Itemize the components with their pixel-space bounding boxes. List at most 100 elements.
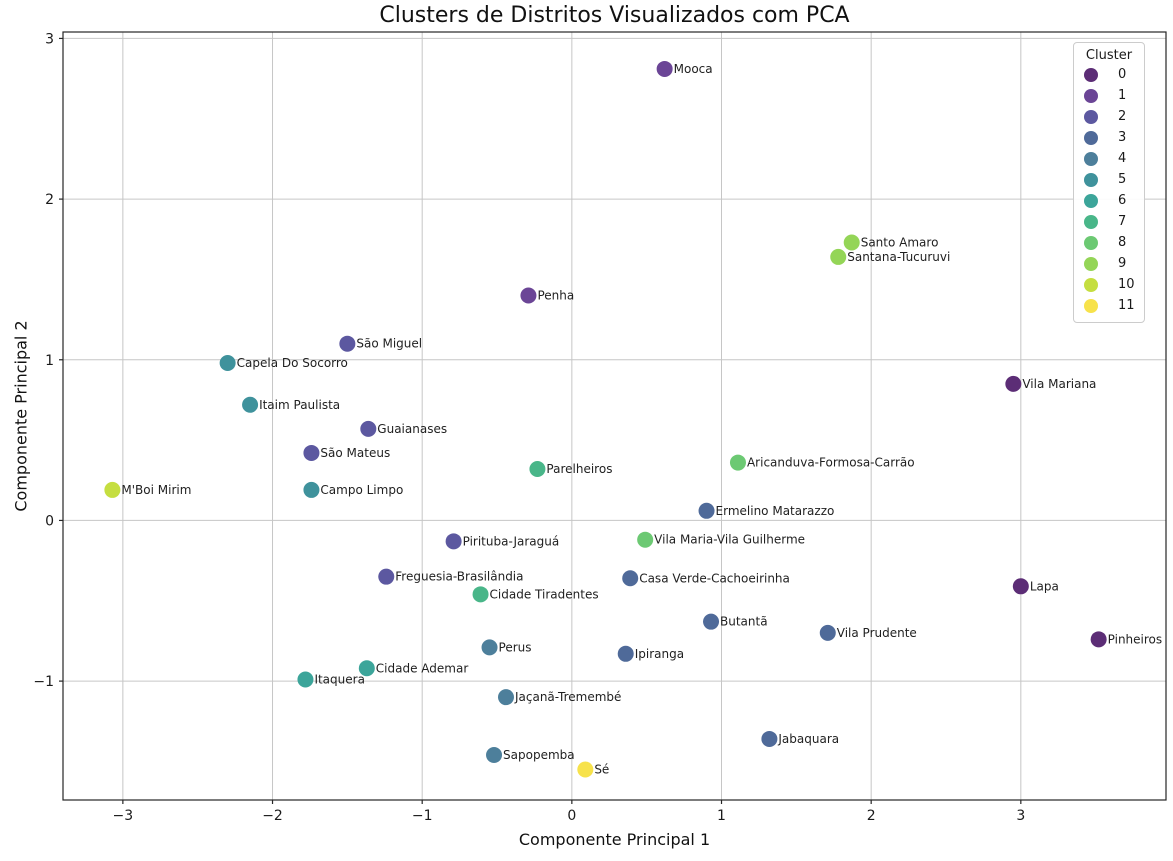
point-label: Santana-Tucuruvi	[847, 250, 950, 264]
point-label: Vila Mariana	[1022, 377, 1096, 391]
legend-row: 3	[1074, 127, 1144, 148]
legend-rows: 0 1 2 3 4 5 6 7 8 9 10 11	[1074, 64, 1144, 316]
legend-row: 1	[1074, 85, 1144, 106]
scatter-point	[1012, 578, 1029, 595]
scatter-point	[303, 444, 320, 461]
point-label: Guaianases	[377, 422, 447, 436]
legend-row: 10	[1074, 274, 1144, 295]
point-label: Santo Amaro	[861, 235, 939, 249]
scatter-point	[303, 481, 320, 498]
scatter-point	[481, 639, 498, 656]
point-label: Sé	[594, 762, 609, 776]
x-axis-label: Componente Principal 1	[518, 830, 711, 849]
point-label: Pirituba-Jaraguá	[463, 534, 560, 548]
legend-label: 2	[1118, 109, 1127, 124]
legend-swatch-icon	[1084, 193, 1098, 208]
scatter-point	[830, 248, 847, 265]
scatter-point	[729, 454, 746, 471]
y-tick-label: 2	[45, 192, 54, 208]
legend-label: 0	[1118, 67, 1127, 82]
y-tick-label: −1	[33, 674, 54, 690]
point-label: São Miguel	[356, 337, 422, 351]
scatter-point	[577, 761, 594, 778]
legend-row: 0	[1074, 64, 1144, 85]
point-label: M'Boi Mirim	[121, 483, 191, 497]
legend-swatch-icon	[1084, 214, 1098, 229]
point-label: Itaim Paulista	[259, 398, 340, 412]
scatter-point	[698, 502, 715, 519]
y-axis-label: Componente Principal 2	[11, 320, 31, 512]
point-label: Aricanduva-Formosa-Carrão	[747, 456, 915, 470]
legend-swatch-icon	[1084, 235, 1098, 250]
point-label: Vila Maria-Vila Guilherme	[654, 533, 805, 547]
legend-label: 9	[1118, 256, 1127, 271]
scatter-point	[843, 234, 860, 251]
legend-row: 5	[1074, 169, 1144, 190]
scatter-point	[360, 420, 377, 437]
scatter-point	[339, 335, 356, 352]
point-label: Perus	[499, 640, 532, 654]
legend-swatch-icon	[1084, 298, 1098, 313]
legend-row: 11	[1074, 295, 1144, 316]
x-tick-label: −1	[412, 808, 433, 824]
legend-swatch-icon	[1084, 109, 1098, 124]
legend-row: 4	[1074, 148, 1144, 169]
legend-label: 6	[1118, 193, 1127, 208]
scatter-point	[520, 287, 537, 304]
scatter-point	[297, 671, 314, 688]
scatter-point	[486, 747, 503, 764]
legend-swatch-icon	[1084, 88, 1098, 103]
legend-row: 2	[1074, 106, 1144, 127]
legend-swatch-icon	[1084, 256, 1098, 271]
scatter-point	[622, 570, 639, 587]
scatter-point	[472, 586, 489, 603]
chart-title: Clusters de Distritos Visualizados com P…	[379, 3, 850, 28]
point-label: Jabaquara	[777, 732, 839, 746]
point-label: Parelheiros	[546, 462, 612, 476]
scatter-point	[819, 624, 836, 641]
point-label: Capela Do Socorro	[237, 356, 348, 370]
x-tick-label: 0	[567, 808, 576, 824]
scatter-point	[1090, 631, 1107, 648]
scatter-point	[656, 60, 673, 77]
scatter-point	[1005, 375, 1022, 392]
point-label: Campo Limpo	[320, 483, 403, 497]
point-label: São Mateus	[320, 446, 390, 460]
legend-row: 7	[1074, 211, 1144, 232]
point-label: Lapa	[1030, 579, 1059, 593]
point-label: Cidade Ademar	[376, 661, 469, 675]
point-label: Butantã	[720, 615, 768, 629]
x-tick-label: 2	[867, 808, 876, 824]
legend-row: 6	[1074, 190, 1144, 211]
legend-label: 5	[1118, 172, 1127, 187]
legend-title: Cluster	[1085, 48, 1133, 63]
scatter-point	[703, 613, 720, 630]
legend-swatch-icon	[1084, 172, 1098, 187]
legend-swatch-icon	[1084, 151, 1098, 166]
point-label: Penha	[537, 288, 574, 302]
scatter-point	[378, 568, 395, 585]
point-label: Mooca	[674, 62, 713, 76]
scatter-point	[529, 461, 546, 478]
y-tick-label: 1	[45, 353, 54, 369]
point-label: Casa Verde-Cachoeirinha	[639, 571, 790, 585]
legend-swatch-icon	[1084, 67, 1098, 82]
legend-label: 3	[1118, 130, 1127, 145]
point-label: Itaquera	[314, 672, 365, 686]
legend-label: 10	[1118, 277, 1135, 292]
point-label: Vila Prudente	[837, 626, 917, 640]
point-label: Ermelino Matarazzo	[716, 504, 835, 518]
plot-frame	[62, 31, 1167, 801]
x-tick-label: −3	[113, 808, 134, 824]
legend-label: 4	[1118, 151, 1127, 166]
legend-label: 11	[1118, 298, 1135, 313]
legend-swatch-icon	[1084, 277, 1098, 292]
scatter-point	[637, 531, 654, 548]
legend-row: 9	[1074, 253, 1144, 274]
legend: Cluster 0 1 2 3 4 5 6 7 8 9 10 11	[1073, 42, 1145, 323]
point-label: Freguesia-Brasilândia	[395, 570, 523, 584]
x-tick-label: 1	[717, 808, 726, 824]
scatter-point	[219, 354, 236, 371]
